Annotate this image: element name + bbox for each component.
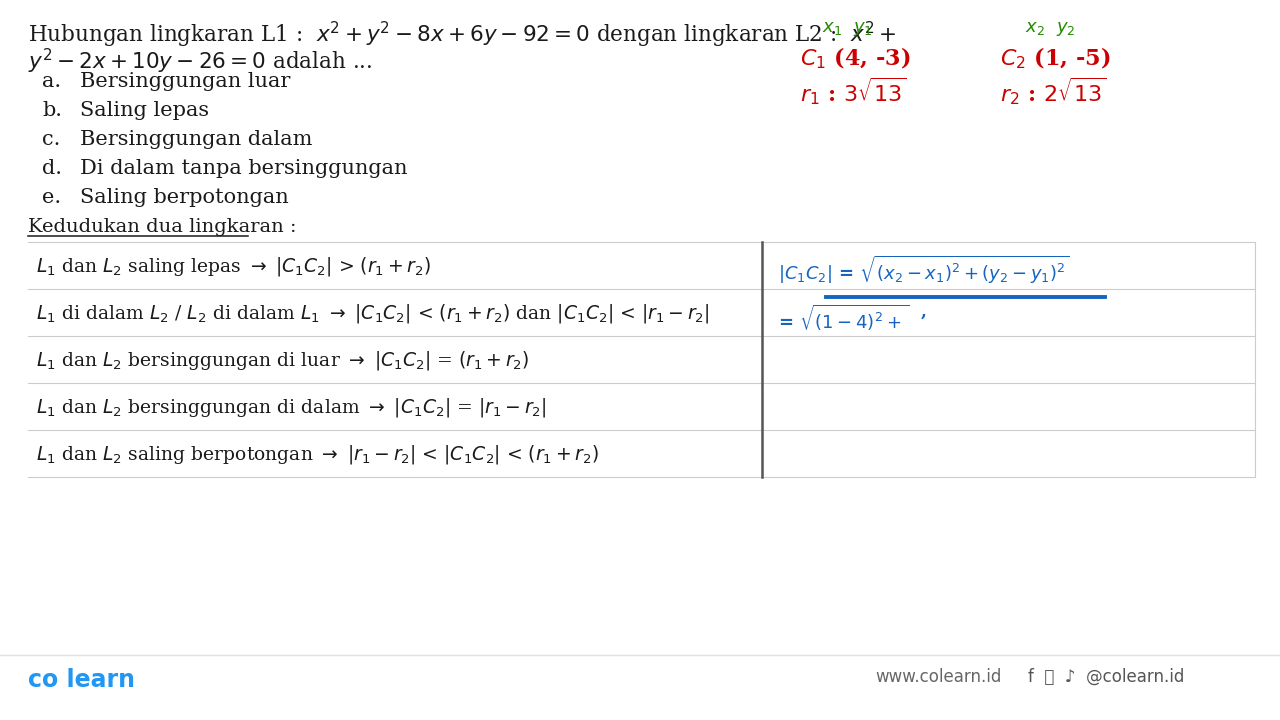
Text: $L_1$ dan $L_2$ saling berpotongan $\rightarrow$ $|r_1 - r_2|$ < $|C_1C_2|$ < $(: $L_1$ dan $L_2$ saling berpotongan $\rig… (36, 443, 599, 466)
Text: $|C_1C_2|$ = $\sqrt{(x_2 - x_1)^2 + (y_2 - y_1)^2}$: $|C_1C_2|$ = $\sqrt{(x_2 - x_1)^2 + (y_2… (778, 254, 1069, 287)
Text: Saling lepas: Saling lepas (79, 101, 209, 120)
Text: Kedudukan dua lingkaran :: Kedudukan dua lingkaran : (28, 218, 297, 236)
Text: $C_1$ (4, -3): $C_1$ (4, -3) (800, 46, 910, 71)
Text: $C_2$ (1, -5): $C_2$ (1, -5) (1000, 46, 1110, 71)
Text: $L_1$ di dalam $L_2$ / $L_2$ di dalam $L_1$ $\rightarrow$ $|C_1C_2|$ < $(r_1 + r: $L_1$ di dalam $L_2$ / $L_2$ di dalam $L… (36, 302, 709, 325)
Text: c.: c. (42, 130, 60, 149)
Text: Hubungan lingkaran L1 :  $x^2 + y^2 - 8x + 6y - 92 = 0$ dengan lingkaran L2 :  $: Hubungan lingkaran L1 : $x^2 + y^2 - 8x … (28, 20, 896, 50)
Text: Bersinggungan luar: Bersinggungan luar (79, 72, 291, 91)
Text: b.: b. (42, 101, 61, 120)
Text: e.: e. (42, 188, 61, 207)
Text: $x_1$  $y_1$: $x_1$ $y_1$ (822, 20, 873, 38)
Text: $L_1$ dan $L_2$ saling lepas $\rightarrow$ $|C_1C_2|$ > $(r_1 + r_2)$: $L_1$ dan $L_2$ saling lepas $\rightarro… (36, 255, 431, 278)
Text: $L_1$ dan $L_2$ bersinggungan di luar $\rightarrow$ $|C_1C_2|$ = $(r_1 + r_2)$: $L_1$ dan $L_2$ bersinggungan di luar $\… (36, 349, 530, 372)
Text: $y^2 - 2x + 10y - 26 = 0$ adalah ...: $y^2 - 2x + 10y - 26 = 0$ adalah ... (28, 47, 372, 76)
Text: $L_1$ dan $L_2$ bersinggungan di dalam $\rightarrow$ $|C_1C_2|$ = $|r_1 - r_2|$: $L_1$ dan $L_2$ bersinggungan di dalam $… (36, 396, 547, 419)
Text: co learn: co learn (28, 668, 134, 692)
Text: a.: a. (42, 72, 61, 91)
Text: www.colearn.id: www.colearn.id (876, 668, 1001, 686)
Text: $x_2$  $y_2$: $x_2$ $y_2$ (1025, 20, 1075, 38)
Text: $r_2$ : $2\sqrt{13}$: $r_2$ : $2\sqrt{13}$ (1000, 75, 1106, 107)
Text: Di dalam tanpa bersinggungan: Di dalam tanpa bersinggungan (79, 159, 407, 178)
Text: Saling berpotongan: Saling berpotongan (79, 188, 289, 207)
Text: = $\sqrt{(1-4)^2 + }$  ʼ: = $\sqrt{(1-4)^2 + }$ ʼ (778, 303, 927, 333)
Text: d.: d. (42, 159, 61, 178)
Text: Bersinggungan dalam: Bersinggungan dalam (79, 130, 312, 149)
Text: f  Ⓨ  ♪  @colearn.id: f Ⓨ ♪ @colearn.id (1028, 668, 1184, 686)
Text: $r_1$ : $3\sqrt{13}$: $r_1$ : $3\sqrt{13}$ (800, 75, 906, 107)
